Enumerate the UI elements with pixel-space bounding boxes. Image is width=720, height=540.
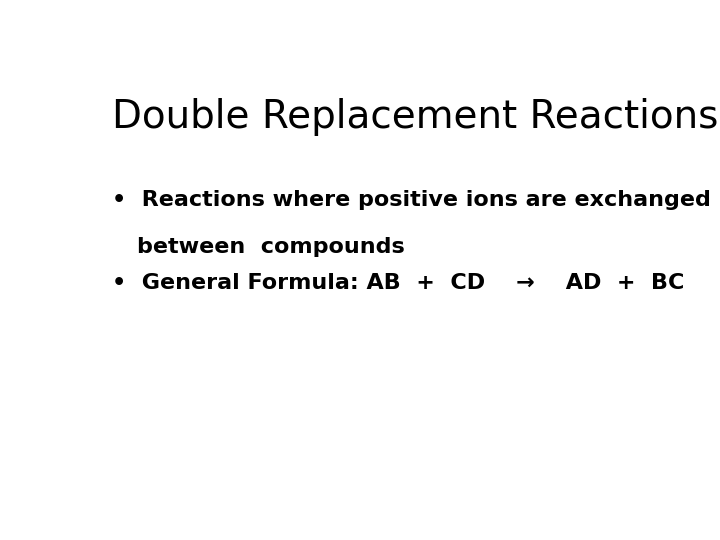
Text: •  Reactions where positive ions are exchanged: • Reactions where positive ions are exch… [112, 190, 711, 210]
Text: Double Replacement Reactions: Double Replacement Reactions [112, 98, 719, 136]
Text: between  compounds: between compounds [138, 238, 405, 258]
Text: •  General Formula: AB  +  CD    →    AD  +  BC: • General Formula: AB + CD → AD + BC [112, 273, 685, 293]
